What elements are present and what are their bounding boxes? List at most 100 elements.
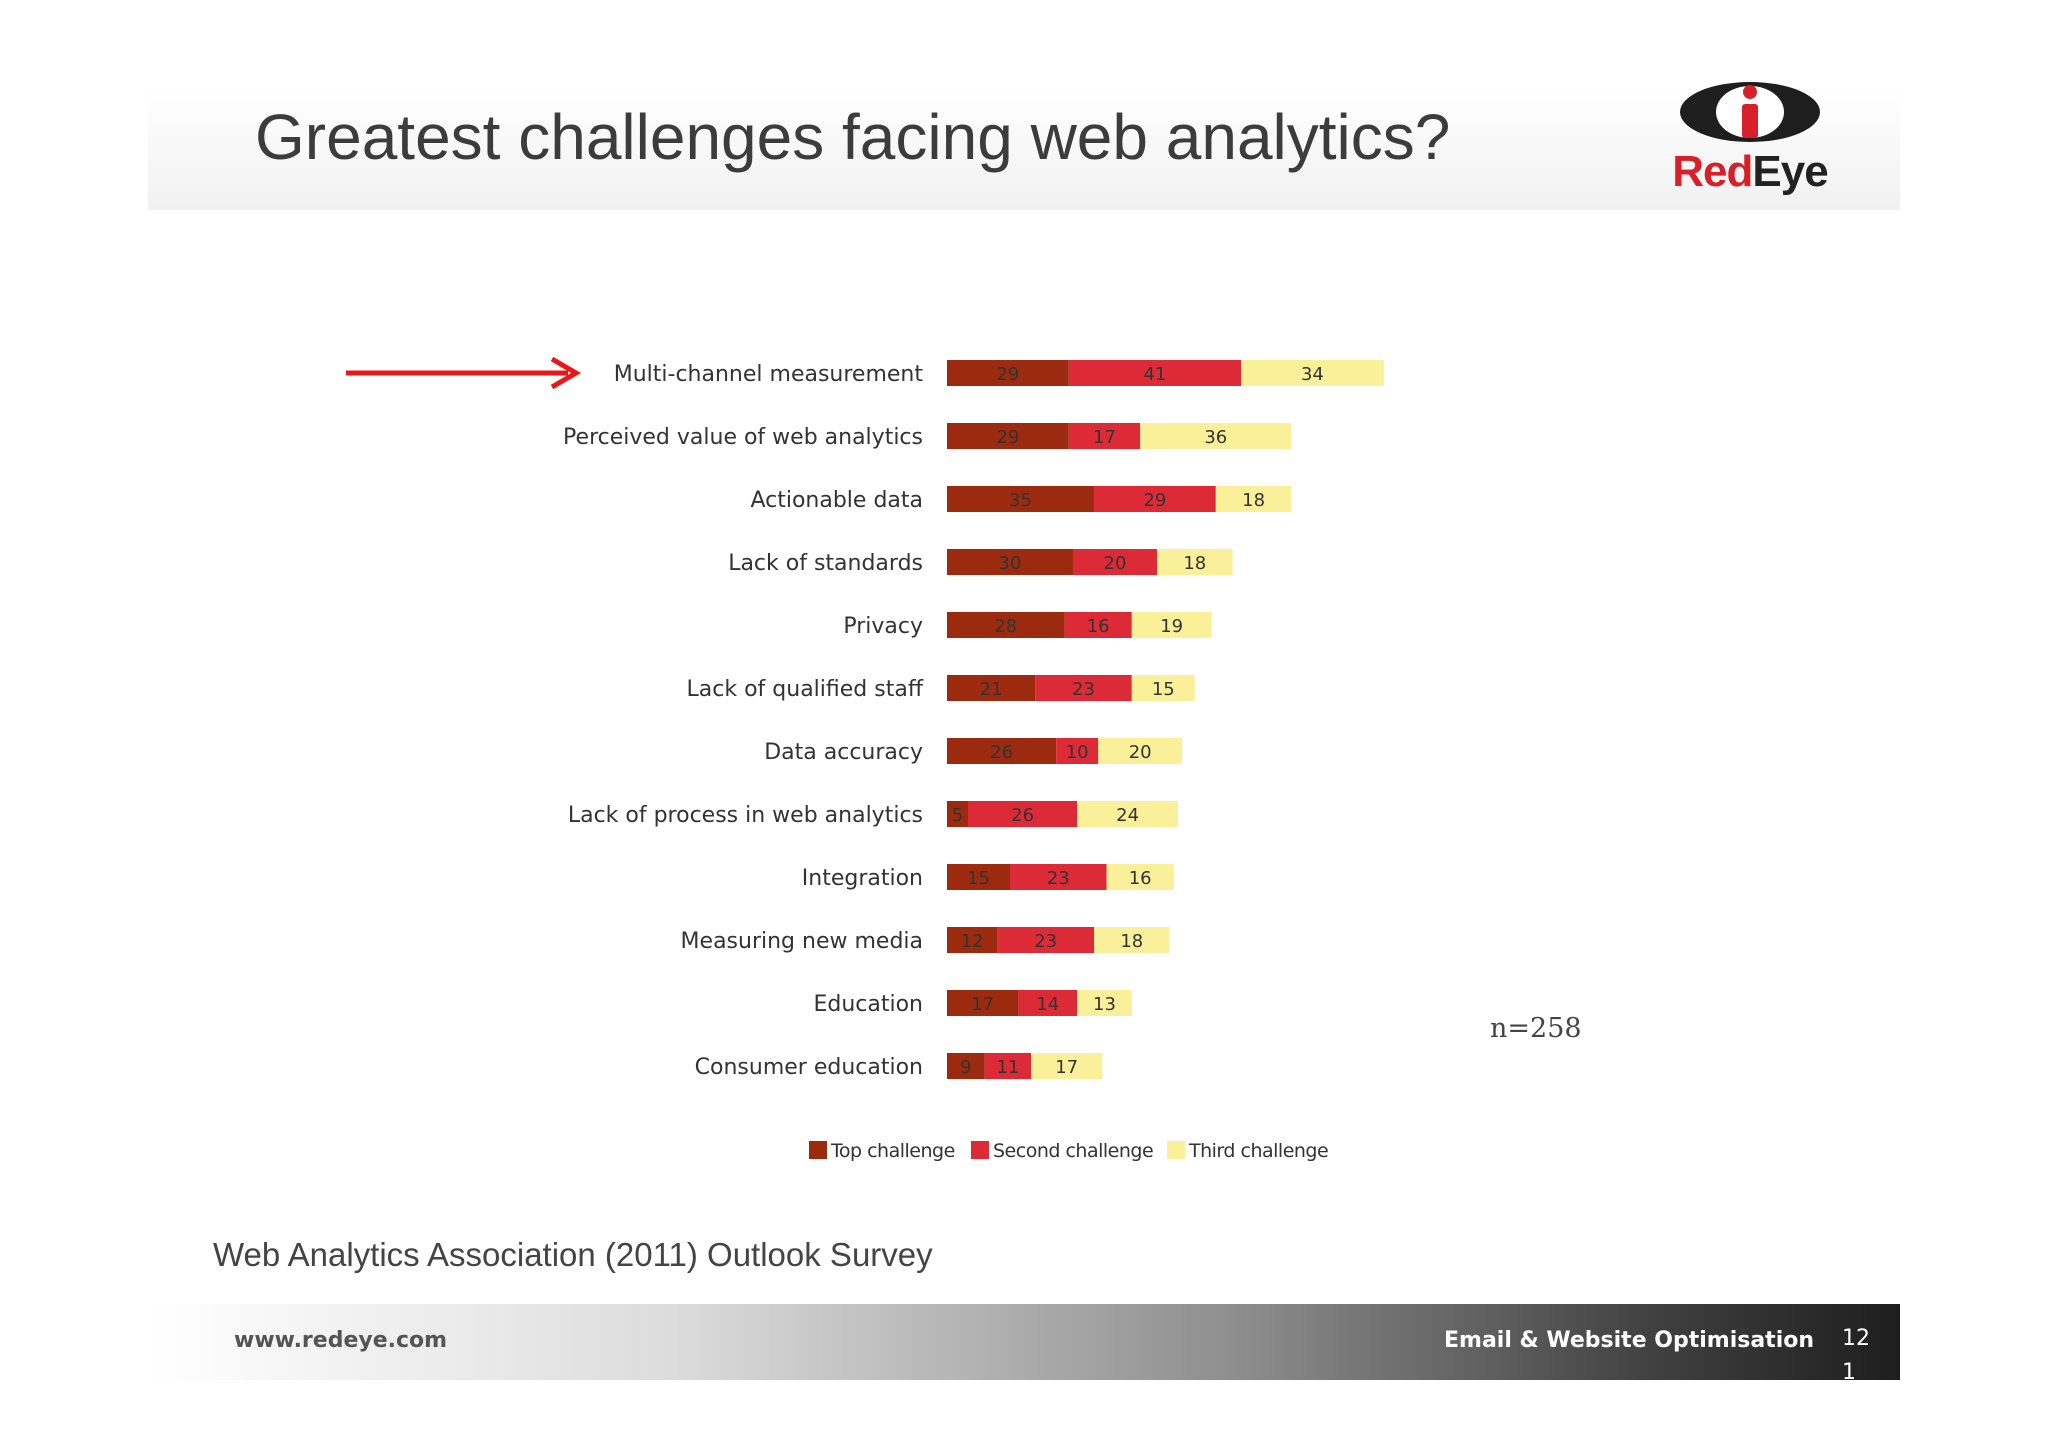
- data-label: 15: [1152, 679, 1175, 700]
- bar-segment: [947, 423, 1069, 449]
- eye-icon: [1680, 82, 1820, 142]
- data-label: 14: [1036, 994, 1059, 1015]
- bar-segment: [947, 675, 1036, 701]
- bar-segment: [947, 549, 1073, 575]
- category-label: Consumer education: [695, 1055, 923, 1080]
- legend-label: Top challenge: [830, 1140, 955, 1162]
- slide-title: Greatest challenges facing web analytics…: [255, 101, 1451, 173]
- data-label: 10: [1066, 742, 1089, 763]
- bar-segment: [947, 486, 1094, 512]
- category-label: Privacy: [843, 614, 923, 639]
- bar-segment: [1077, 801, 1178, 827]
- data-label: 12: [961, 931, 984, 952]
- logo-wordmark: RedEye: [1672, 147, 1828, 196]
- data-label: 15: [967, 868, 990, 889]
- data-label: 41: [1143, 364, 1166, 385]
- data-label: 16: [1129, 868, 1152, 889]
- footer-bar: www.redeye.com Email & Website Optimisat…: [148, 1304, 1900, 1385]
- legend-swatch: [809, 1141, 827, 1159]
- data-label: 20: [1129, 742, 1152, 763]
- data-label: 29: [1143, 490, 1166, 511]
- data-label: 17: [1093, 427, 1116, 448]
- data-label: 17: [971, 994, 994, 1015]
- data-label: 26: [990, 742, 1013, 763]
- bar-segment: [1098, 738, 1183, 764]
- category-label: Measuring new media: [681, 929, 923, 954]
- legend-swatch: [971, 1141, 989, 1159]
- bar-segment: [947, 927, 998, 953]
- bar-segment: [1241, 360, 1384, 386]
- footer-tagline: Email & Website Optimisation: [1444, 1328, 1815, 1353]
- category-label: Actionable data: [750, 488, 923, 513]
- bar-segment: [947, 801, 968, 827]
- bar-segment: [1106, 864, 1174, 890]
- bar-segment: [1035, 675, 1132, 701]
- data-label: 26: [1011, 805, 1034, 826]
- data-label: 19: [1160, 616, 1183, 637]
- bar-segment: [1094, 486, 1216, 512]
- bar-segment: [1056, 738, 1099, 764]
- sample-size-label: n=258: [1490, 1013, 1582, 1044]
- bar-segment: [1018, 990, 1078, 1016]
- legend-label: Third challenge: [1188, 1140, 1328, 1162]
- bar-segment: [1010, 864, 1107, 890]
- data-label: 18: [1120, 931, 1143, 952]
- bar-segment: [1140, 423, 1292, 449]
- bar-segment: [997, 927, 1094, 953]
- data-label: 9: [960, 1057, 971, 1078]
- bar-segment: [947, 360, 1069, 386]
- footer-url: www.redeye.com: [234, 1328, 448, 1353]
- legend-swatch: [1167, 1141, 1185, 1159]
- data-label: 23: [1047, 868, 1070, 889]
- bar-segment: [1064, 612, 1132, 638]
- data-label: 34: [1301, 364, 1324, 385]
- category-label: Lack of qualified staff: [687, 677, 924, 702]
- data-label: 23: [1072, 679, 1095, 700]
- data-label: 17: [1055, 1057, 1078, 1078]
- bar-segment: [947, 1053, 985, 1079]
- data-label: 18: [1242, 490, 1265, 511]
- category-label: Perceived value of web analytics: [563, 425, 923, 450]
- category-label: Education: [813, 992, 923, 1017]
- data-label: 29: [996, 427, 1019, 448]
- data-label: 29: [996, 364, 1019, 385]
- data-label: 18: [1183, 553, 1206, 574]
- bar-segment: [1131, 675, 1195, 701]
- data-label: 30: [999, 553, 1022, 574]
- bar-segment: [1068, 423, 1141, 449]
- bar-segment: [1157, 549, 1233, 575]
- category-label: Lack of standards: [728, 551, 923, 576]
- bar-segment: [1077, 990, 1132, 1016]
- legend-label: Second challenge: [993, 1140, 1153, 1162]
- arrow-right-icon: [550, 356, 581, 390]
- data-label: 23: [1034, 931, 1057, 952]
- category-label: Multi-channel measurement: [614, 362, 924, 387]
- bar-segment: [1068, 360, 1241, 386]
- data-label: 13: [1093, 994, 1116, 1015]
- bar-segment: [1073, 549, 1157, 575]
- redeye-logo: RedEye: [1670, 78, 1830, 208]
- source-citation: Web Analytics Association (2011) Outlook…: [213, 1236, 933, 1273]
- category-label: Integration: [802, 866, 923, 891]
- data-label: 11: [996, 1057, 1019, 1078]
- bar-segment: [968, 801, 1078, 827]
- data-label: 5: [952, 805, 963, 826]
- bar-segment: [1094, 927, 1170, 953]
- bar-segment: [1031, 1053, 1103, 1079]
- bar-segment: [947, 990, 1019, 1016]
- category-label: Lack of process in web analytics: [568, 803, 923, 828]
- data-label: 35: [1009, 490, 1032, 511]
- data-label: 24: [1116, 805, 1139, 826]
- data-label: 16: [1087, 616, 1110, 637]
- bar-segment: [1131, 612, 1212, 638]
- data-label: 28: [994, 616, 1017, 637]
- bar-segment: [947, 612, 1065, 638]
- bar-segment: [947, 864, 1010, 890]
- data-label: 20: [1104, 553, 1127, 574]
- page-number: 121: [1842, 1326, 1870, 1385]
- data-label: 36: [1204, 427, 1227, 448]
- bar-segment: [1215, 486, 1292, 512]
- bar-segment: [984, 1053, 1031, 1079]
- category-label: Data accuracy: [764, 740, 923, 765]
